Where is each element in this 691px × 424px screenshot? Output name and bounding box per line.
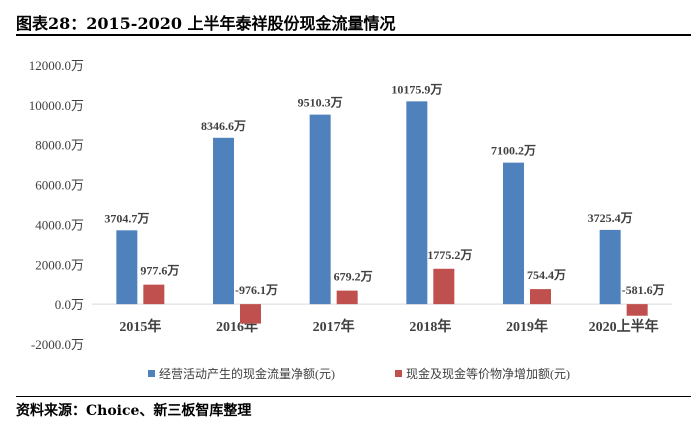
bar-net-cash-increase [336, 290, 358, 305]
bar-net-cash-increase [626, 304, 648, 316]
bar-net-cash-increase [530, 289, 551, 305]
legend-label: 现金及现金等价物净增加额(元) [406, 366, 570, 381]
data-label: -976.1万 [235, 283, 278, 297]
y-tick-label: 8000.0万 [35, 138, 84, 153]
bar-operating-cashflow [503, 162, 524, 305]
y-tick-label: 0.0万 [55, 297, 84, 312]
bar-operating-cashflow [599, 229, 621, 305]
data-label: 679.2万 [334, 270, 373, 284]
bar-operating-cashflow [406, 101, 428, 305]
bar-operating-cashflow [213, 137, 234, 305]
y-tick-label: 12000.0万 [29, 58, 84, 73]
data-label: 7100.2万 [491, 144, 536, 158]
source-rule [16, 396, 691, 397]
legend-swatch [148, 370, 155, 377]
x-tick-label: 2019年 [506, 318, 548, 335]
chart: -2000.0万 0.0万 2000.0万 4000.0万 6000.0万 8000.0万… [29, 58, 672, 381]
data-label: 8346.6万 [201, 119, 246, 133]
data-label: 754.4万 [527, 268, 566, 282]
y-tick-label: 2000.0万 [35, 257, 84, 272]
bar-net-cash-increase [143, 284, 165, 305]
x-tick-label: 2017年 [313, 318, 355, 335]
title-rule [16, 34, 691, 36]
bar-net-cash-increase [433, 268, 455, 305]
legend-swatch [395, 370, 402, 377]
legend-label: 经营活动产生的现金流量净额(元) [159, 366, 335, 381]
y-tick-label: 4000.0万 [35, 217, 84, 232]
figure-title: 图表28：2015-2020 上半年泰祥股份现金流量情况 [16, 14, 396, 33]
y-tick-label: 10000.0万 [29, 98, 84, 113]
x-tick-label: 2018年 [409, 318, 451, 335]
data-label: 977.6万 [140, 264, 179, 278]
x-tick-label: 2015年 [119, 318, 161, 335]
data-label: 3704.7万 [104, 211, 149, 225]
bar-operating-cashflow [309, 114, 331, 305]
data-label: 9510.3万 [298, 96, 343, 110]
bar-operating-cashflow [116, 230, 138, 305]
bar-net-cash-increase [240, 304, 261, 324]
data-label: 3725.4万 [588, 211, 633, 225]
data-label: -581.6万 [622, 283, 665, 297]
y-tick-label: 6000.0万 [35, 178, 84, 193]
source-note: 资料来源：Choice、新三板智库整理 [16, 403, 252, 419]
x-tick-label: 2020上半年 [589, 318, 659, 335]
data-label: 10175.9万 [391, 82, 442, 96]
y-tick-label: -2000.0万 [31, 337, 84, 352]
data-label: 1775.2万 [427, 248, 472, 262]
